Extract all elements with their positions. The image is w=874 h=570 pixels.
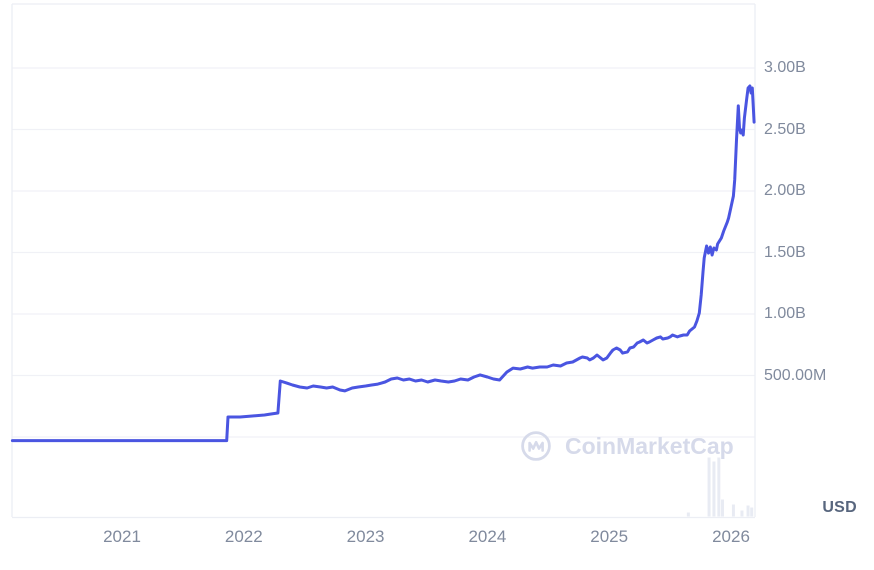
series-line-value-usd[interactable] bbox=[10, 84, 756, 443]
y-axis-tick-label: 2.00B bbox=[764, 182, 806, 199]
volume-bar bbox=[712, 461, 716, 517]
volume-bar bbox=[731, 504, 735, 517]
currency-unit-label: USD bbox=[822, 499, 857, 516]
x-axis-tick-label: 2023 bbox=[346, 527, 385, 546]
x-axis-tick-label: 2021 bbox=[103, 527, 141, 546]
volume-bar bbox=[717, 457, 721, 517]
volume-bar bbox=[746, 505, 750, 517]
gridlines bbox=[12, 67, 755, 438]
volume-bar bbox=[686, 512, 690, 517]
volume-bars bbox=[686, 457, 754, 517]
volume-bar bbox=[740, 510, 744, 517]
volume-bar bbox=[720, 499, 724, 517]
x-axis-tick-label: 2025 bbox=[590, 527, 629, 546]
y-axis-tick-label: 1.00B bbox=[764, 305, 806, 322]
x-axis-tick-label: 2026 bbox=[712, 527, 750, 546]
y-axis-tick-label: 2.50B bbox=[764, 120, 806, 138]
volume-bar bbox=[707, 457, 711, 517]
plot-border bbox=[11, 3, 756, 519]
y-axis-tick-label: 1.50B bbox=[764, 243, 806, 261]
x-axis-tick-label: 2022 bbox=[224, 527, 263, 546]
y-axis-tick-label: 500.00M bbox=[764, 366, 827, 384]
y-axis-tick-label: 3.00B bbox=[764, 59, 806, 76]
volume-bar bbox=[750, 507, 754, 517]
x-axis-tick-label: 2024 bbox=[468, 527, 507, 546]
